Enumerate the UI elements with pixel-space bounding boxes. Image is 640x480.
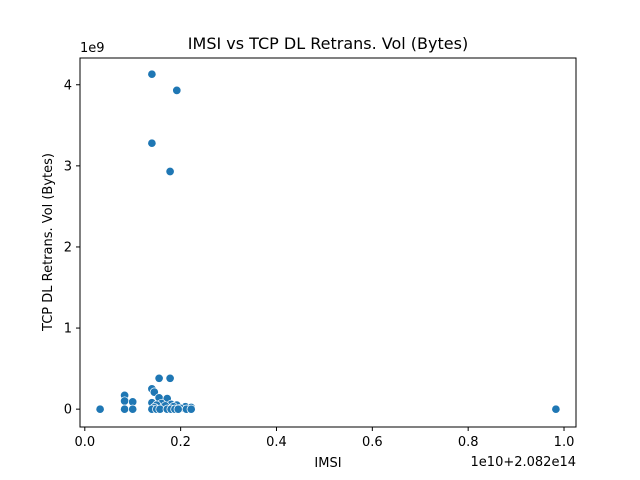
data-point-5 bbox=[165, 373, 175, 383]
data-point-0 bbox=[147, 69, 157, 79]
x-offset-label: 1e10+2.082e14 bbox=[471, 455, 576, 470]
x-axis-ticks: 0.0 0.2 0.4 0.6 0.8 1.0 bbox=[74, 427, 574, 450]
data-point-33 bbox=[173, 404, 183, 414]
data-point-1 bbox=[172, 85, 182, 95]
x-tick-label-2: 0.4 bbox=[266, 435, 287, 450]
y-axis-ticks: 0 1 2 3 4 bbox=[64, 78, 80, 418]
data-point-26 bbox=[128, 404, 138, 414]
plot-frame bbox=[79, 57, 577, 428]
x-axis-label: IMSI bbox=[314, 456, 341, 471]
x-tick-label-3: 0.6 bbox=[362, 435, 383, 450]
data-point-24 bbox=[95, 404, 105, 414]
data-points bbox=[95, 69, 561, 414]
y-tick-label-2: 2 bbox=[64, 240, 72, 255]
data-point-25 bbox=[120, 404, 130, 414]
chart-title: IMSI vs TCP DL Retrans. Vol (Bytes) bbox=[188, 34, 468, 53]
data-point-11 bbox=[120, 396, 130, 406]
y-tick-label-3: 3 bbox=[64, 159, 72, 174]
y-tick-label-1: 1 bbox=[64, 322, 72, 337]
x-tick-label-0: 0.0 bbox=[74, 435, 95, 450]
data-point-35 bbox=[186, 404, 196, 414]
x-tick-label-5: 1.0 bbox=[554, 435, 575, 450]
y-axis-label: TCP DL Retrans. Vol (Bytes) bbox=[41, 153, 56, 332]
x-tick-label-4: 0.8 bbox=[458, 435, 479, 450]
y-tick-label-0: 0 bbox=[64, 403, 72, 418]
data-point-4 bbox=[154, 373, 164, 383]
data-point-3 bbox=[165, 166, 175, 177]
x-tick-label-1: 0.2 bbox=[170, 435, 191, 450]
data-point-2 bbox=[147, 138, 157, 148]
data-point-36 bbox=[551, 404, 561, 414]
y-tick-label-4: 4 bbox=[64, 78, 72, 93]
y-scale-label: 1e9 bbox=[80, 41, 105, 56]
